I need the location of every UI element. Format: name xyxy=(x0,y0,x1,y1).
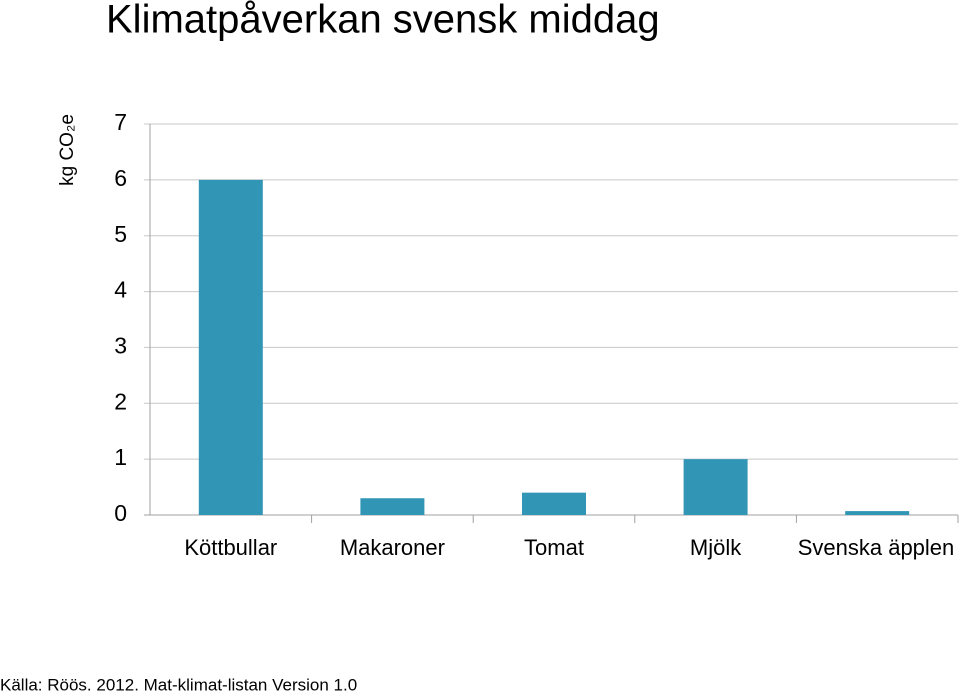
x-tick-label: Tomat xyxy=(524,535,584,560)
x-tick-label: Svenska äpplen xyxy=(798,535,955,560)
bar xyxy=(522,492,586,515)
source-note: Källa: Röös. 2012. Mat-klimat-listan Ver… xyxy=(0,675,357,693)
bar xyxy=(198,179,263,515)
bar xyxy=(683,459,748,515)
y-axis-label: kg CO₂e xyxy=(57,114,78,186)
y-tick-label: 2 xyxy=(114,388,127,414)
y-tick-label: 0 xyxy=(114,500,127,526)
bar xyxy=(845,511,910,515)
y-tick-label: 3 xyxy=(114,333,127,359)
y-tick-label: 1 xyxy=(114,444,127,470)
y-tick-label: 5 xyxy=(114,221,127,247)
x-tick-label: Makaroner xyxy=(340,535,445,560)
y-tick-label: 4 xyxy=(114,277,127,303)
x-tick-label: Köttbullar xyxy=(184,535,277,560)
x-tick-label: Mjölk xyxy=(690,535,742,560)
y-tick-label: 6 xyxy=(114,165,127,191)
y-tick-label: 7 xyxy=(114,109,127,135)
bar xyxy=(360,498,425,515)
chart-title: Klimatpåverkan svensk middag xyxy=(106,0,660,42)
